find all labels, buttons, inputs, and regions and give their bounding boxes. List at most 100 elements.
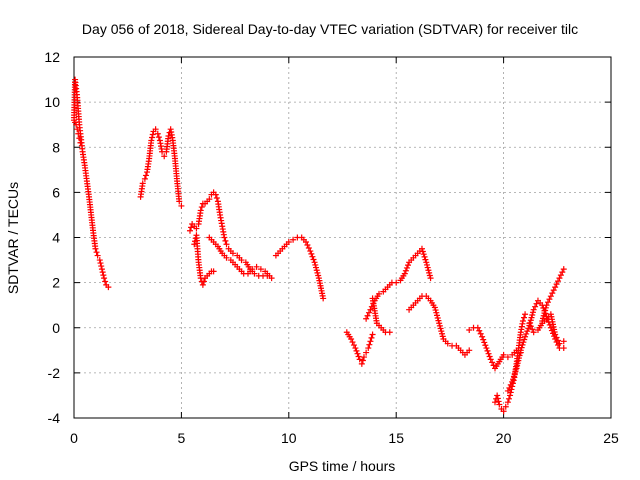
data-point — [519, 341, 526, 348]
data-point — [367, 338, 374, 345]
data-point — [492, 399, 499, 406]
x-tick-label: 20 — [496, 430, 512, 446]
data-point — [553, 334, 560, 341]
data-point — [504, 354, 511, 361]
data-point — [102, 278, 109, 285]
data-point — [444, 340, 451, 347]
data-point — [186, 227, 193, 234]
data-point — [165, 132, 172, 139]
data-point — [529, 309, 536, 316]
data-point — [553, 281, 560, 288]
data-point — [426, 272, 433, 279]
data-point — [539, 315, 546, 322]
data-point — [529, 311, 536, 318]
data-point — [532, 303, 539, 310]
data-point — [424, 264, 431, 271]
data-point — [494, 395, 501, 402]
data-point — [210, 268, 217, 275]
data-point — [521, 336, 528, 343]
data-point — [105, 284, 112, 291]
data-point — [368, 334, 375, 341]
data-point — [401, 270, 408, 277]
data-point — [198, 204, 205, 211]
data-point — [369, 331, 376, 338]
data-point — [249, 266, 256, 273]
data-point — [364, 312, 371, 319]
data-point — [530, 306, 537, 313]
data-point — [485, 350, 492, 357]
grid — [74, 57, 611, 418]
data-point — [543, 302, 550, 309]
data-point — [560, 345, 567, 352]
data-point — [222, 237, 229, 244]
series-arc6 — [272, 234, 327, 302]
data-point — [101, 275, 108, 282]
data-point — [98, 263, 105, 270]
data-point — [149, 131, 156, 138]
series-arc8 — [363, 245, 434, 322]
series-arc7 — [343, 329, 376, 367]
series-arc5 — [206, 234, 273, 279]
data-point — [285, 239, 292, 246]
series-arc2 — [137, 126, 185, 209]
data-point — [405, 262, 412, 269]
data-point — [550, 287, 557, 294]
data-point — [257, 266, 264, 273]
series-arc10 — [406, 293, 473, 358]
y-tick-label: 2 — [52, 275, 60, 291]
data-point — [541, 310, 548, 317]
data-point — [504, 399, 511, 406]
data-point — [199, 281, 206, 288]
data-point — [403, 264, 410, 271]
data-point — [542, 307, 549, 314]
data-point — [98, 266, 105, 273]
data-point — [476, 327, 483, 334]
data-point — [523, 330, 530, 337]
data-point — [176, 198, 183, 205]
data-point — [188, 224, 195, 231]
data-point — [520, 339, 527, 346]
data-point — [435, 317, 442, 324]
data-point — [354, 350, 361, 357]
data-point — [557, 272, 564, 279]
data-point — [438, 328, 445, 335]
data-point — [223, 254, 230, 261]
data-point — [439, 330, 446, 337]
data-point — [529, 326, 536, 333]
y-tick-label: 10 — [44, 94, 60, 110]
y-tick-label: -4 — [48, 410, 61, 426]
data-point — [309, 253, 316, 260]
series-arc1b — [72, 119, 84, 146]
data-point — [437, 325, 444, 332]
data-point — [393, 279, 400, 286]
data-point — [363, 315, 370, 322]
data-point — [528, 314, 535, 321]
data-point — [75, 130, 82, 137]
data-point — [238, 257, 245, 264]
data-point — [500, 408, 507, 415]
data-point — [539, 317, 546, 324]
series-arc1 — [71, 76, 112, 291]
data-point — [161, 153, 168, 160]
data-point — [524, 328, 531, 335]
data-point — [352, 345, 359, 352]
data-point — [487, 356, 494, 363]
series-arc13 — [504, 297, 567, 394]
data-point — [540, 312, 547, 319]
data-point — [193, 225, 200, 232]
data-point — [97, 260, 104, 267]
data-point — [312, 261, 319, 268]
data-point — [206, 196, 213, 203]
data-point — [155, 134, 162, 141]
data-point — [77, 139, 84, 146]
data-point — [96, 257, 103, 264]
data-point — [310, 256, 317, 263]
data-point — [434, 312, 441, 319]
data-point — [466, 347, 473, 354]
data-point — [154, 130, 161, 137]
series-arc9 — [369, 295, 393, 336]
data-point — [552, 331, 559, 338]
data-point — [149, 134, 156, 141]
data-point — [425, 267, 432, 274]
